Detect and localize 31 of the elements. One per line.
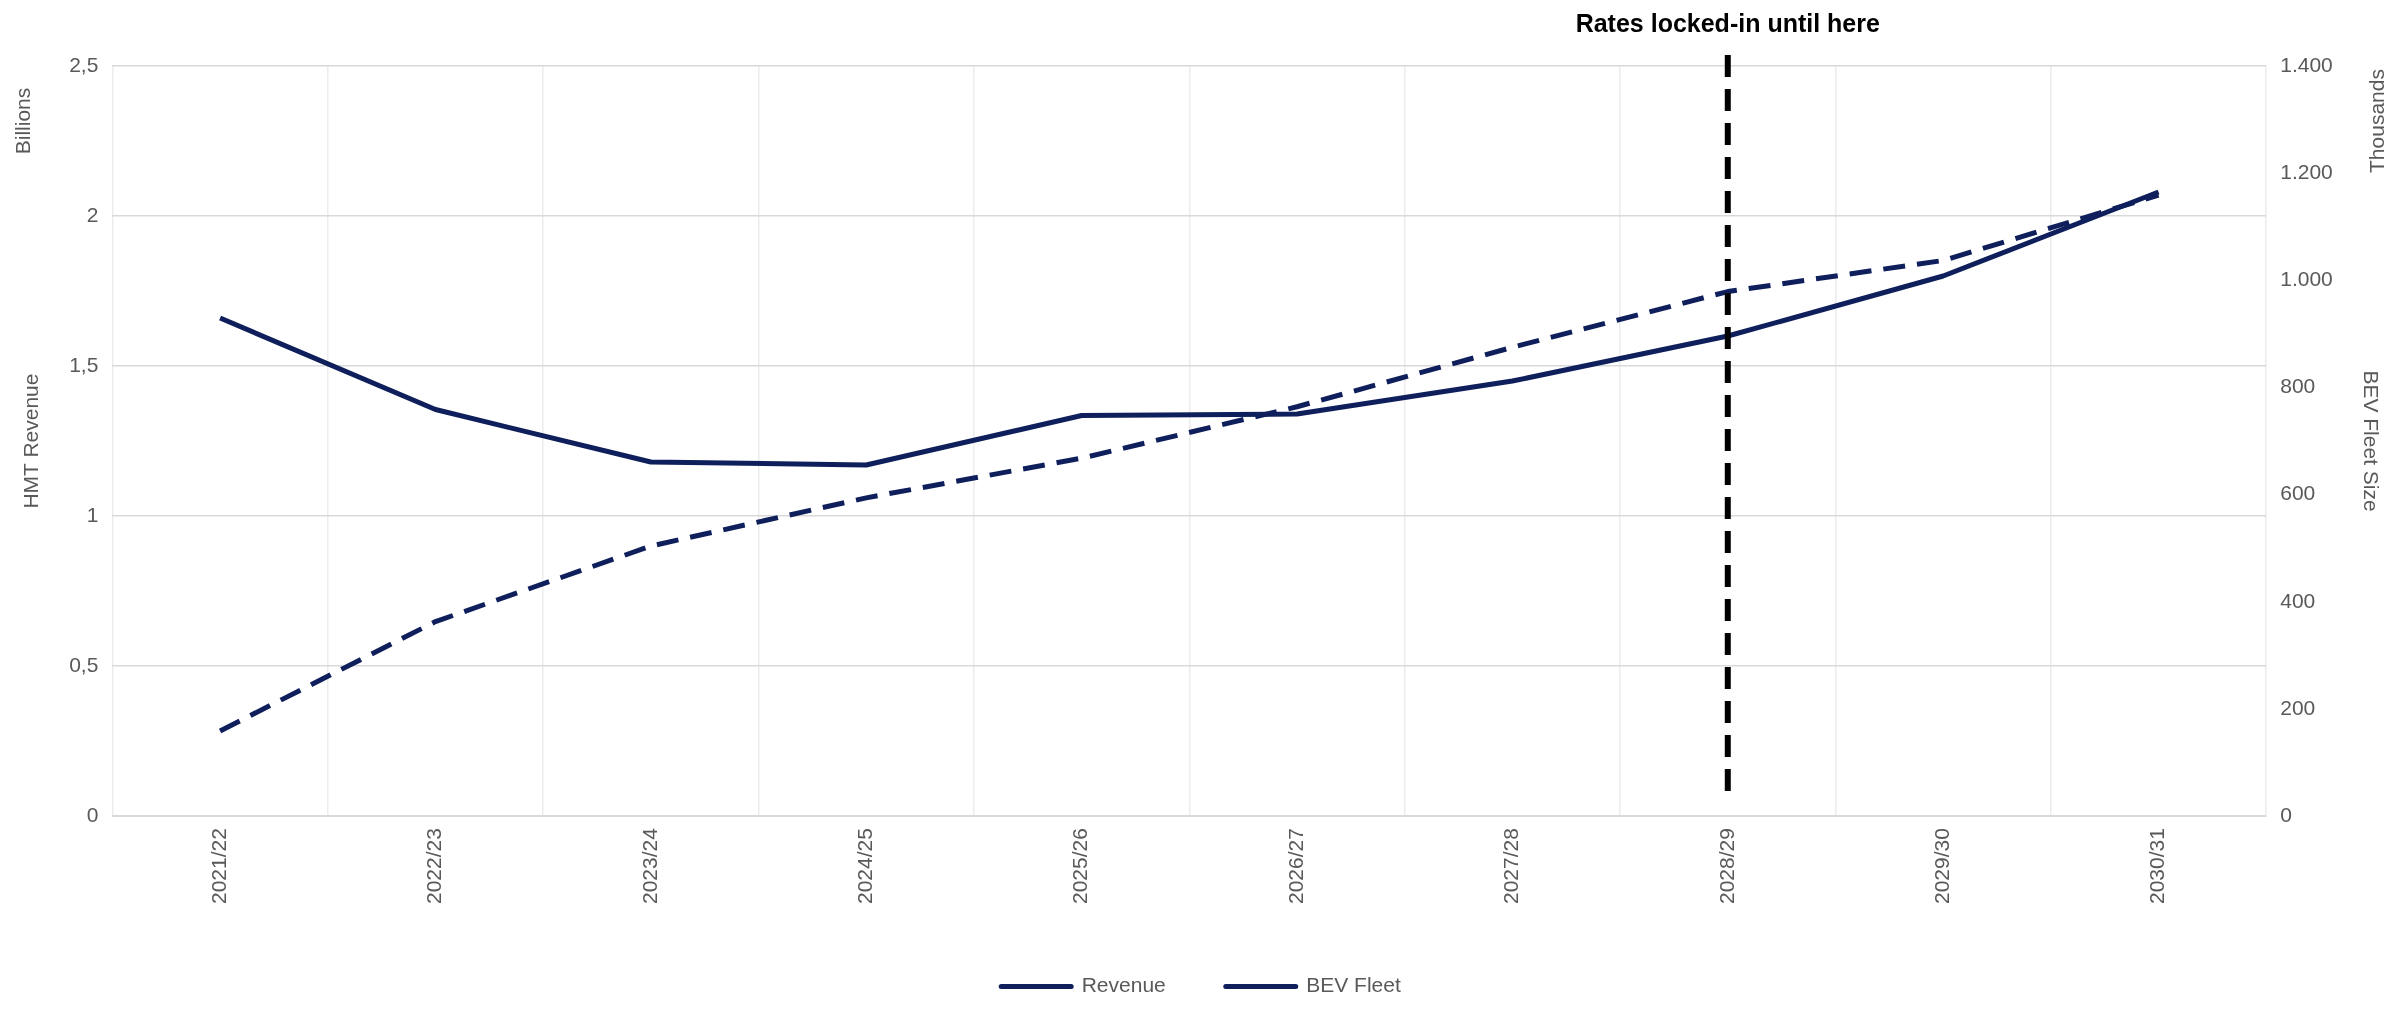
- legend-label: BEV Fleet: [1306, 973, 1401, 997]
- x-tick-label: 2022/23: [422, 828, 446, 905]
- y-tick-label: 0: [86, 802, 99, 826]
- x-tick-label: 2028/29: [1714, 828, 1738, 905]
- x-tick-label: 2021/22: [206, 828, 230, 905]
- y-tick-label: 1: [86, 502, 99, 526]
- x-tick-label: 2026/27: [1283, 828, 1307, 905]
- y-tick-label: 2,5: [69, 52, 99, 76]
- y2-tick-label: 400: [2280, 588, 2316, 612]
- y2-tick-label: 600: [2280, 481, 2316, 505]
- y-tick-label: 2: [86, 202, 99, 226]
- y2-tick-label: 200: [2280, 695, 2316, 719]
- y-tick-label: 0,5: [69, 652, 99, 676]
- x-tick-label: 2024/25: [853, 828, 877, 905]
- x-tick-label: 2023/24: [637, 827, 661, 905]
- x-tick-label: 2030/31: [2145, 828, 2169, 905]
- y2-tick-label: 800: [2280, 374, 2316, 398]
- text: Billions: [10, 87, 34, 155]
- y-tick-label: 1,5: [69, 352, 99, 376]
- y2-tick-label: 0: [2280, 802, 2292, 826]
- ref-line-label: Rates locked-in until here: [1575, 9, 1880, 38]
- x-tick-label: 2027/28: [1499, 828, 1523, 905]
- y2-tick-label: 1.000: [2280, 267, 2333, 291]
- text: Thousands: [2364, 69, 2388, 173]
- x-tick-label: 2029/30: [1929, 828, 1953, 905]
- y-axis-title: HMT Revenue: [19, 373, 43, 509]
- y2-axis-title: BEV Fleet Size: [2359, 370, 2383, 512]
- y2-tick-label: 1.400: [2280, 52, 2333, 76]
- x-tick-label: 2025/26: [1068, 828, 1092, 905]
- y2-tick-label: 1.200: [2280, 159, 2333, 183]
- legend-label: Revenue: [1081, 973, 1166, 997]
